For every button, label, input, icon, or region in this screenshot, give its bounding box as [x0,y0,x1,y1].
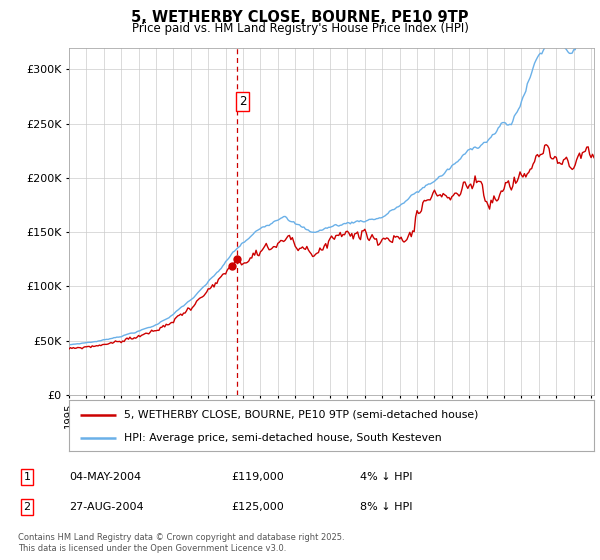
Text: Price paid vs. HM Land Registry's House Price Index (HPI): Price paid vs. HM Land Registry's House … [131,22,469,35]
Text: 8% ↓ HPI: 8% ↓ HPI [360,502,413,512]
Text: Contains HM Land Registry data © Crown copyright and database right 2025.
This d: Contains HM Land Registry data © Crown c… [18,533,344,553]
Text: 1: 1 [23,472,31,482]
Text: £119,000: £119,000 [231,472,284,482]
Text: 04-MAY-2004: 04-MAY-2004 [69,472,141,482]
Text: 2: 2 [239,95,246,108]
Text: HPI: Average price, semi-detached house, South Kesteven: HPI: Average price, semi-detached house,… [124,433,442,443]
Text: 4% ↓ HPI: 4% ↓ HPI [360,472,413,482]
Text: 5, WETHERBY CLOSE, BOURNE, PE10 9TP (semi-detached house): 5, WETHERBY CLOSE, BOURNE, PE10 9TP (sem… [124,409,479,419]
Text: £125,000: £125,000 [231,502,284,512]
Text: 2: 2 [23,502,31,512]
Text: 27-AUG-2004: 27-AUG-2004 [69,502,143,512]
Text: 5, WETHERBY CLOSE, BOURNE, PE10 9TP: 5, WETHERBY CLOSE, BOURNE, PE10 9TP [131,10,469,25]
